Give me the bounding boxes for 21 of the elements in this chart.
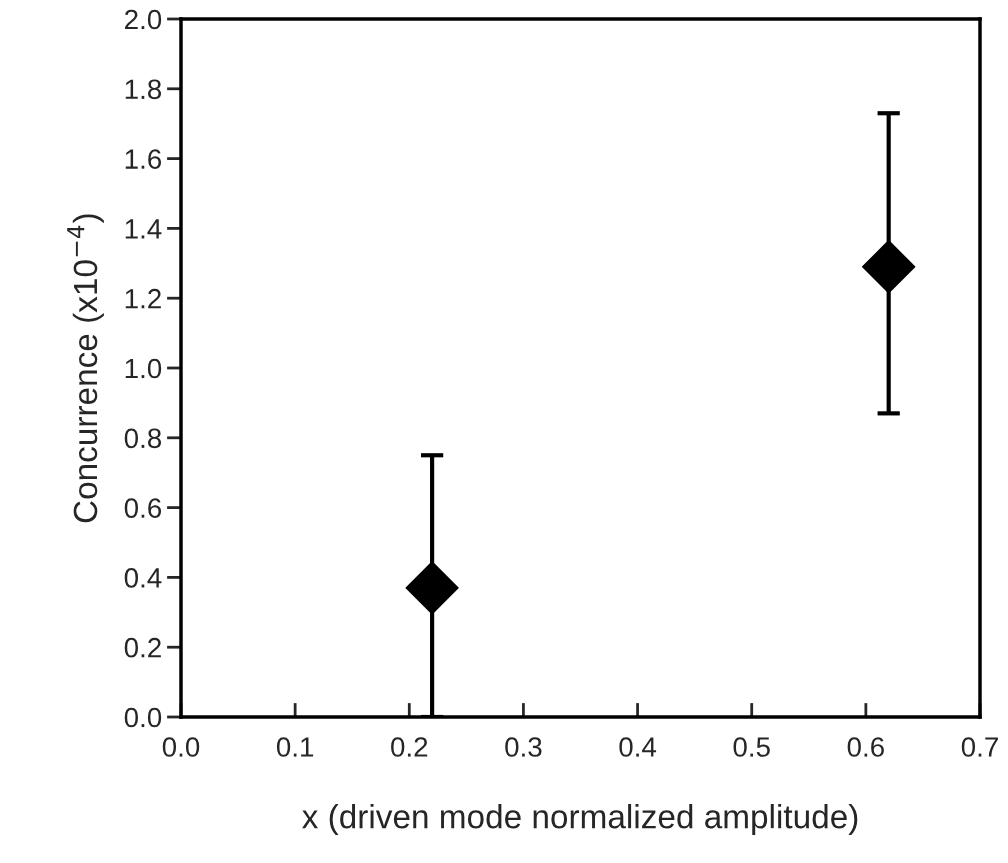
x-tick-label: 0.0 [162, 737, 200, 757]
y-tick-label: 0.2 [124, 637, 161, 658]
x-tick-label: 0.6 [847, 737, 884, 757]
y-tick-label: 1.6 [125, 149, 162, 169]
x-tick-label: 0.3 [505, 737, 542, 757]
y-tick-label: 1.2 [125, 288, 161, 309]
y-tick-label: 2.0 [125, 9, 162, 30]
y-tick-label: 0.4 [124, 568, 162, 588]
y-tick-label: 1.0 [125, 358, 162, 379]
x-axis-title: x (driven mode normalized amplitude) [302, 804, 858, 836]
x-tick-label: 0.5 [733, 737, 770, 757]
x-tick-label: 0.4 [619, 737, 657, 757]
y-axis-title: Concurrence (x10$^{−4}$) [67, 214, 104, 523]
x-tick-label: 0.2 [391, 737, 428, 757]
y-tick-label: 0.0 [124, 707, 162, 728]
x-tick-label: 0.7 [961, 737, 998, 757]
y-tick-label: 0.6 [124, 498, 162, 518]
y-tick-label: 1.8 [125, 79, 162, 100]
y-tick-label: 0.8 [124, 428, 162, 449]
y-tick-label: 1.4 [125, 219, 162, 239]
x-tick-label: 0.1 [276, 737, 314, 757]
